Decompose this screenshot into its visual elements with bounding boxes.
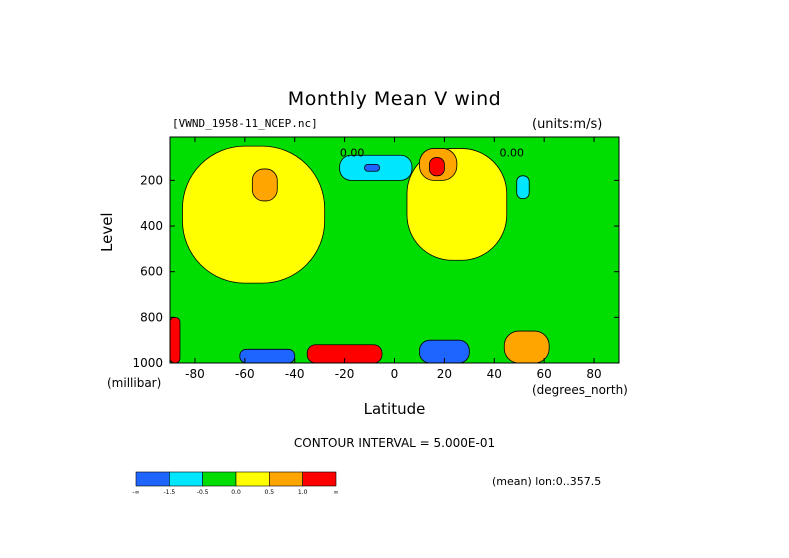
contour-region-blue xyxy=(239,348,296,363)
y-tick-label: 600 xyxy=(140,265,163,279)
colorbar-swatch xyxy=(169,471,203,487)
x-axis-unit: (degrees_north) xyxy=(532,383,628,397)
contour-region-blue xyxy=(419,339,470,363)
colorbar-swatch xyxy=(135,471,170,487)
contour-region-orange xyxy=(503,330,550,363)
x-tick-label: 40 xyxy=(487,367,502,381)
x-tick-label: -80 xyxy=(185,367,205,381)
colorbar-tick-label: -1.5 xyxy=(163,489,175,496)
x-tick-label: 0 xyxy=(391,367,399,381)
colorbar-tick-label: -0.5 xyxy=(197,489,209,496)
colorbar-swatch xyxy=(235,471,270,487)
dataset-label: [VWND_1958-11_NCEP.nc] xyxy=(172,117,318,130)
contour-region-yellow xyxy=(182,145,326,284)
x-tick-label: 60 xyxy=(537,367,552,381)
contour-region-orange xyxy=(251,168,278,202)
colorbar-tick-label: 0.0 xyxy=(231,489,241,496)
contour-fields xyxy=(170,137,619,363)
y-tick-label: 400 xyxy=(140,219,163,233)
colorbar-tick-label: 1.0 xyxy=(298,489,308,496)
contour-label: 0.00 xyxy=(340,146,365,159)
colorbar-tick-label: -∞ xyxy=(132,489,139,496)
units-label: (units:m/s) xyxy=(532,117,603,132)
x-tick-label: -20 xyxy=(335,367,355,381)
contour-region-red xyxy=(170,316,181,363)
y-axis-unit: (millibar) xyxy=(107,376,162,390)
chart-title: Monthly Mean V wind xyxy=(287,88,502,110)
colorbar-tick-label: 0.5 xyxy=(265,489,275,496)
x-tick-label: -60 xyxy=(235,367,255,381)
y-tick-label: 200 xyxy=(140,173,163,187)
colorbar-swatch xyxy=(269,471,303,487)
contour-label: 0.00 xyxy=(499,146,524,159)
y-tick-label: 800 xyxy=(140,310,163,324)
contour-region-cyan xyxy=(516,175,530,200)
mean-label: (mean) lon:0..357.5 xyxy=(492,475,602,488)
y-tick-label: 1000 xyxy=(132,356,163,370)
x-axis-title: Latitude xyxy=(363,400,426,418)
x-tick-label: -40 xyxy=(285,367,305,381)
colorbar-tick-label: ∞ xyxy=(334,489,339,496)
contour-region-blue xyxy=(364,163,380,172)
contour-region-red xyxy=(429,157,445,177)
x-tick-label: 80 xyxy=(586,367,601,381)
colorbar-swatch xyxy=(202,471,237,487)
x-tick-label: 20 xyxy=(437,367,452,381)
colorbar-swatch xyxy=(302,471,337,487)
contour-interval-label: CONTOUR INTERVAL = 5.000E-01 xyxy=(293,436,496,450)
